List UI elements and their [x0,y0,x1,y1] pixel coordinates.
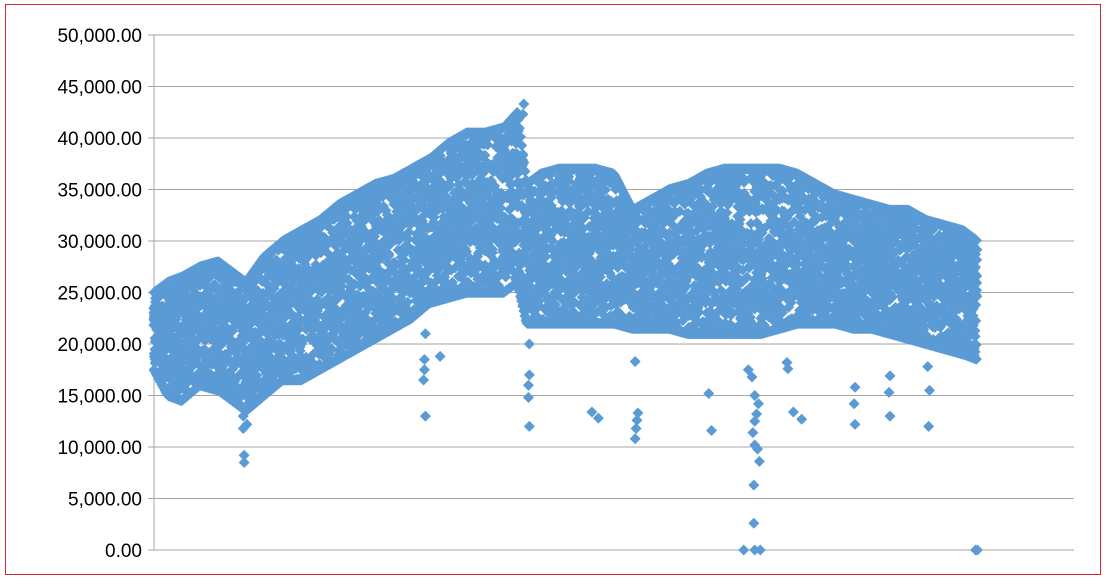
y-tick-label: 0.00 [105,541,142,562]
data-point [246,365,258,377]
y-tick-label: 25,000.00 [57,284,142,305]
data-point [245,345,257,357]
data-point [383,248,395,260]
y-tick-label: 10,000.00 [57,438,142,459]
data-point [294,323,306,335]
y-tick-label: 45,000.00 [57,78,142,99]
y-tick-label: 35,000.00 [57,181,142,202]
data-point [373,214,385,226]
data-point [338,253,350,265]
y-tick-label: 20,000.00 [57,335,142,356]
data-point [297,333,309,345]
y-tick-label: 50,000.00 [57,26,142,47]
y-tick-label: 5,000.00 [68,490,142,511]
data-point [251,369,263,381]
data-point [249,383,261,395]
data-point [322,247,334,259]
scatter-chart: 0.00 5,000.00 10,000.00 15,000.00 20,000.00 2… [57,26,1074,562]
data-point [396,220,408,232]
data-point [248,292,260,304]
data-points [148,98,983,556]
y-tick-label: 40,000.00 [57,129,142,150]
data-point [326,343,338,355]
chart-frame: 0.00 5,000.00 10,000.00 15,000.00 20,000.00 2… [5,4,1101,575]
y-tick-label: 15,000.00 [57,387,142,408]
y-tick-label: 30,000.00 [57,232,142,253]
y-axis-tick-labels: 0.00 5,000.00 10,000.00 15,000.00 20,000.00 2… [57,26,142,562]
